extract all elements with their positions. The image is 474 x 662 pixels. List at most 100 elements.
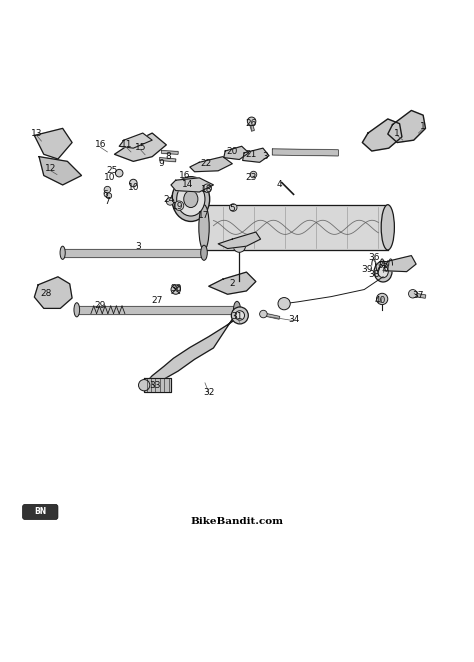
Text: 11: 11 [120,140,132,150]
Circle shape [174,201,184,211]
Text: 19: 19 [173,202,184,211]
Circle shape [278,297,290,310]
Text: 29: 29 [95,301,106,310]
Text: 25: 25 [107,166,118,175]
Text: 28: 28 [40,289,52,298]
Text: 15: 15 [135,143,146,152]
Circle shape [116,169,123,177]
Polygon shape [190,157,232,171]
Polygon shape [264,313,280,319]
Text: 27: 27 [151,296,163,305]
Polygon shape [146,312,239,387]
Circle shape [229,204,237,211]
Polygon shape [249,121,255,131]
Text: 10: 10 [128,183,139,192]
Text: 34: 34 [288,314,299,324]
Text: 24: 24 [163,195,174,203]
Circle shape [409,289,417,298]
Polygon shape [388,111,426,142]
Circle shape [235,310,245,320]
Text: 6: 6 [102,190,108,199]
Polygon shape [63,249,204,257]
Text: 18: 18 [201,185,212,194]
Text: 3: 3 [135,242,141,251]
Text: 10: 10 [104,173,116,182]
Polygon shape [35,128,72,159]
Polygon shape [224,146,249,160]
Circle shape [171,285,181,294]
Polygon shape [218,232,261,248]
Text: 16: 16 [95,140,106,150]
Circle shape [233,240,246,252]
Circle shape [376,293,388,305]
Circle shape [203,184,211,193]
Ellipse shape [177,182,205,216]
FancyBboxPatch shape [23,504,58,520]
Text: 16: 16 [180,171,191,180]
Text: 31: 31 [231,312,243,321]
Text: 8: 8 [166,152,172,161]
Circle shape [250,171,257,178]
Ellipse shape [172,177,210,222]
Text: 20: 20 [227,148,238,156]
Polygon shape [77,306,237,314]
Text: 5: 5 [229,204,235,213]
Polygon shape [144,378,171,393]
Circle shape [104,186,111,193]
Text: 37: 37 [413,291,424,300]
Ellipse shape [199,205,209,250]
Text: 1: 1 [420,122,426,130]
Polygon shape [362,119,402,151]
Ellipse shape [201,245,207,260]
Circle shape [260,310,267,318]
Text: 17: 17 [198,211,210,220]
Polygon shape [39,157,82,185]
Text: 30: 30 [170,284,182,293]
Text: 13: 13 [31,128,43,138]
Ellipse shape [234,301,240,318]
Text: 38: 38 [368,270,379,279]
Polygon shape [272,149,338,156]
Polygon shape [243,148,269,162]
Ellipse shape [374,261,392,282]
Text: 36: 36 [368,254,379,262]
Text: 7: 7 [105,197,110,206]
Circle shape [247,117,256,126]
Circle shape [106,193,112,199]
Text: 26: 26 [246,119,257,128]
Text: 2: 2 [229,279,235,289]
Text: 14: 14 [182,181,193,189]
Polygon shape [383,256,416,271]
Polygon shape [35,277,72,308]
Circle shape [129,179,137,187]
Polygon shape [115,133,166,162]
Text: 3: 3 [263,152,268,161]
Text: 33: 33 [149,381,160,390]
Text: 1: 1 [394,128,400,138]
Polygon shape [171,178,213,192]
Polygon shape [160,158,176,162]
Polygon shape [204,205,388,250]
Text: 4: 4 [277,181,282,189]
Text: 32: 32 [203,388,214,397]
Text: BikeBandit.com: BikeBandit.com [191,517,283,526]
Text: 35: 35 [377,261,389,269]
Ellipse shape [381,205,394,250]
Circle shape [138,379,150,391]
Ellipse shape [74,303,80,317]
Polygon shape [162,150,178,154]
Polygon shape [119,133,152,148]
Ellipse shape [184,191,198,208]
Circle shape [166,198,174,205]
Text: 12: 12 [45,164,56,173]
Text: 9: 9 [159,160,164,168]
Polygon shape [209,272,256,294]
Ellipse shape [378,265,388,278]
Text: 40: 40 [375,296,386,305]
Circle shape [231,307,248,324]
Text: BN: BN [35,508,46,516]
Text: 23: 23 [246,173,257,182]
Ellipse shape [60,246,65,260]
Text: 21: 21 [246,150,257,159]
Text: 22: 22 [201,160,212,168]
